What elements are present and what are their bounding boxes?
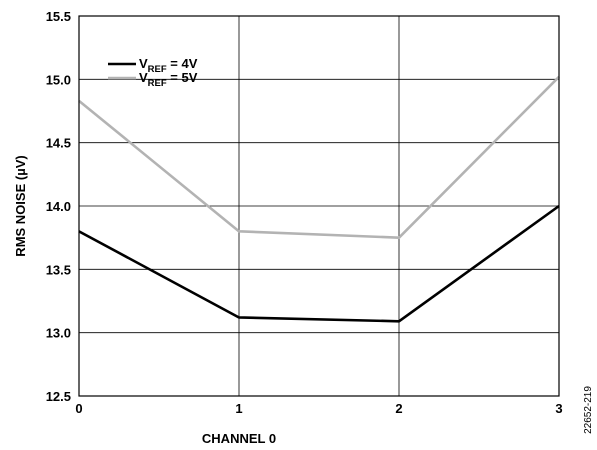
y-tick-label: 13.0 xyxy=(46,326,71,341)
x-tick-label: 1 xyxy=(235,401,242,416)
x-axis-ticks: 0 1 2 3 xyxy=(75,401,562,416)
series-line-1 xyxy=(78,75,560,239)
legend-sub: REF xyxy=(148,78,167,89)
y-axis-title: RMS NOISE (µV) xyxy=(13,155,28,256)
x-axis-title: CHANNEL 0 xyxy=(202,431,276,446)
y-tick-label: 13.5 xyxy=(46,262,71,277)
x-tick-label: 0 xyxy=(75,401,82,416)
legend-label-1: VREF = 5V xyxy=(139,70,198,89)
legend-rest: = 4V xyxy=(167,56,198,71)
y-tick-label: 14.0 xyxy=(46,199,71,214)
y-axis-ticks: 12.5 13.0 13.5 14.0 14.5 15.0 15.5 xyxy=(46,9,71,404)
x-tick-label: 2 xyxy=(395,401,402,416)
y-tick-label: 12.5 xyxy=(46,389,71,404)
figure-id: 22652-219 xyxy=(583,386,594,434)
legend-rest: = 5V xyxy=(167,70,198,85)
y-tick-label: 15.5 xyxy=(46,9,71,24)
series-line-0 xyxy=(78,204,560,323)
series-lines xyxy=(78,75,560,323)
legend-main: V xyxy=(139,70,148,85)
y-tick-label: 14.5 xyxy=(46,136,71,151)
x-tick-label: 3 xyxy=(555,401,562,416)
legend-main: V xyxy=(139,56,148,71)
y-tick-label: 15.0 xyxy=(46,72,71,87)
legend-sub: REF xyxy=(148,64,167,75)
plot-frame xyxy=(78,15,560,397)
legend-label-0: VREF = 4V xyxy=(139,56,198,75)
